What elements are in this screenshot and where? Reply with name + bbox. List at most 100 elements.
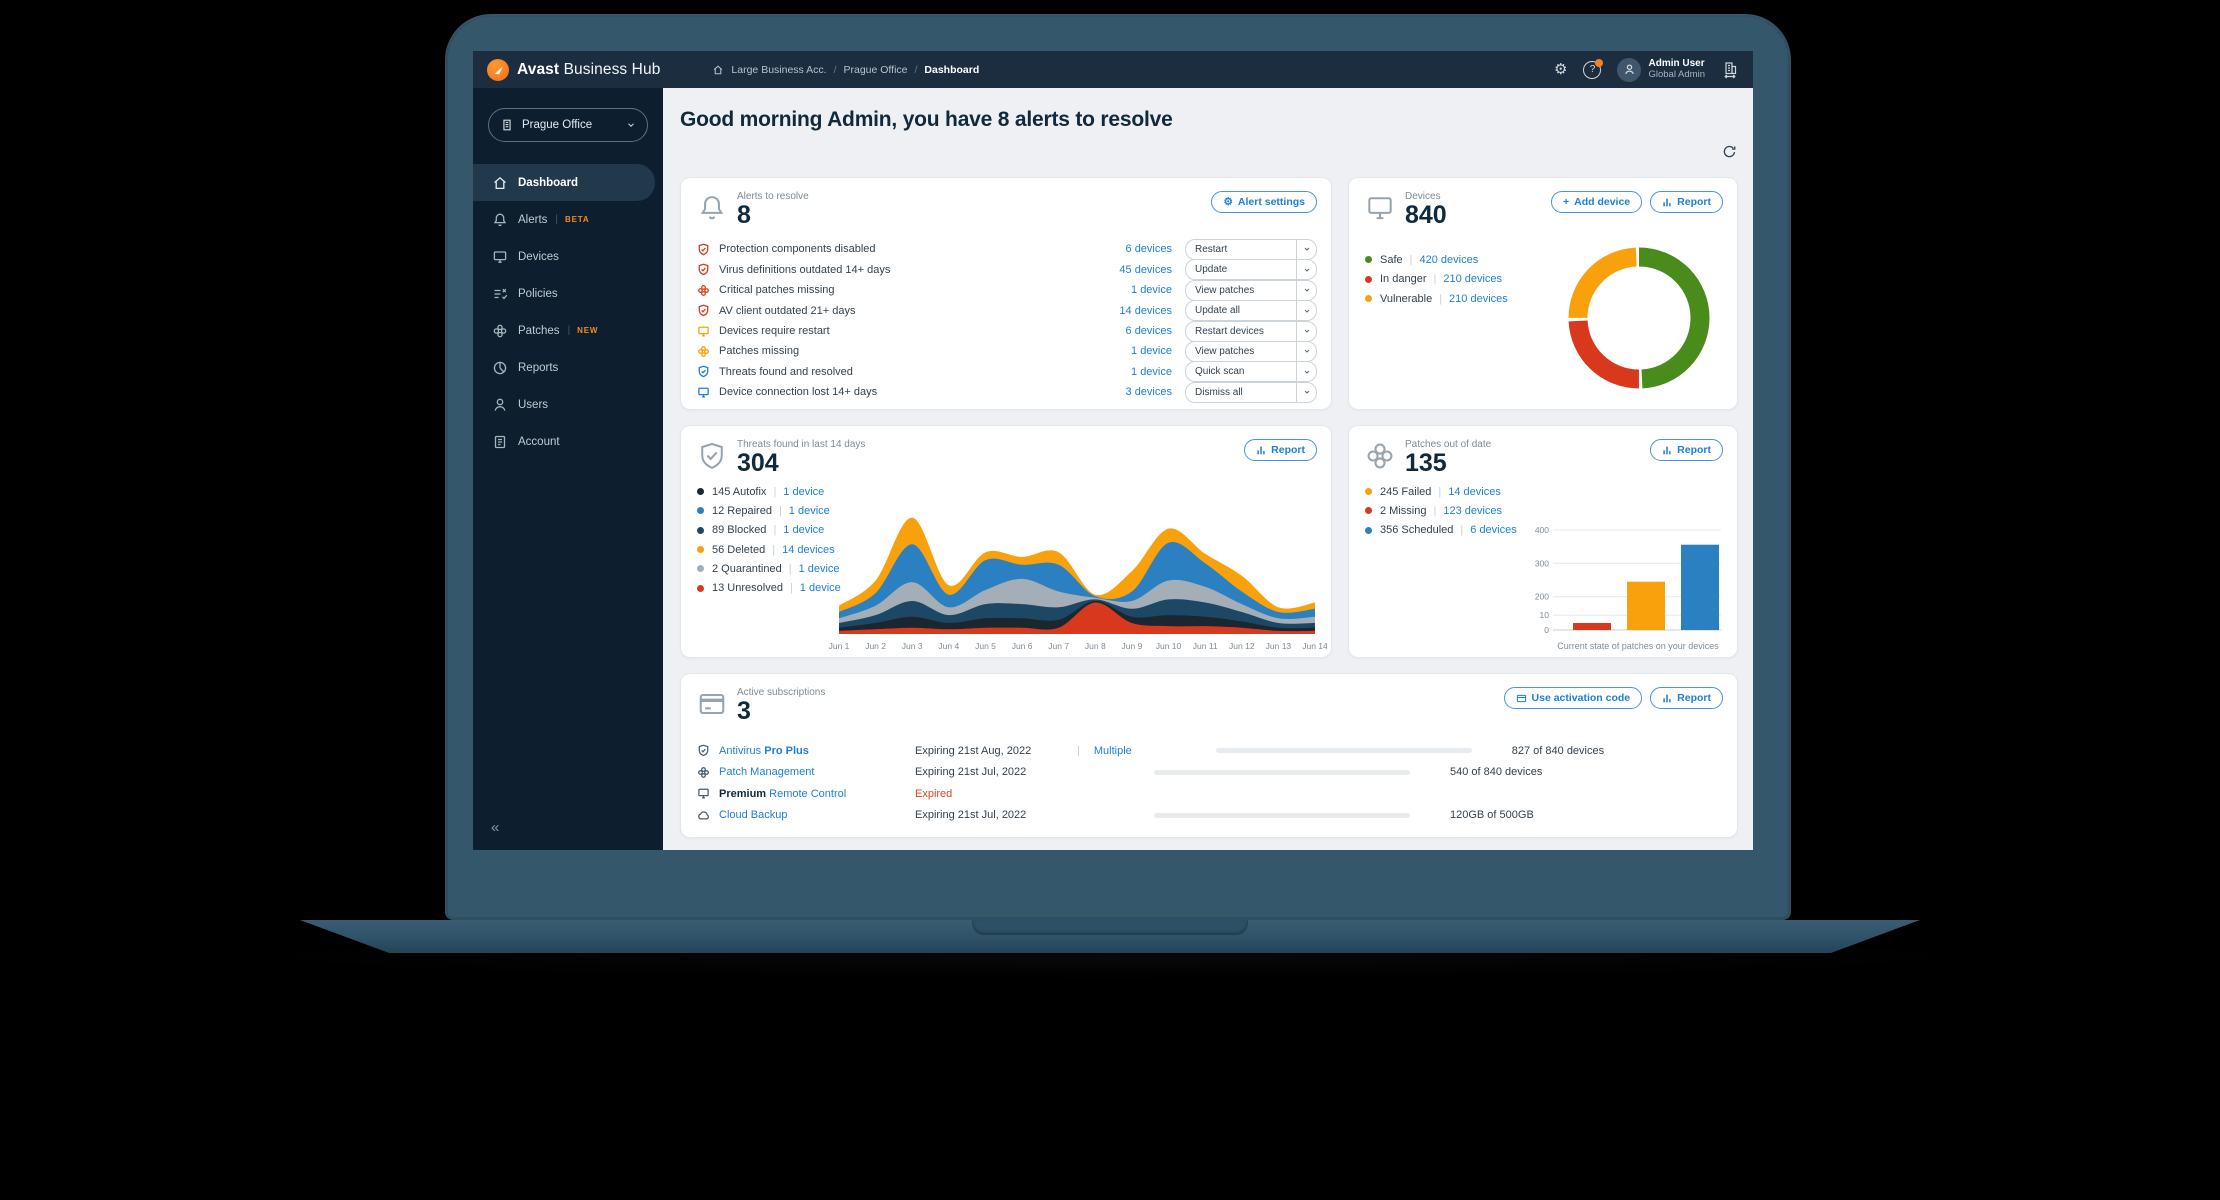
breadcrumb-item[interactable]: Prague Office <box>843 63 908 76</box>
help-icon[interactable]: ? <box>1583 58 1604 79</box>
monitor-icon <box>493 250 507 263</box>
alert-devices-link[interactable]: 1 device <box>1131 284 1172 297</box>
bar-chart-icon <box>1663 446 1671 455</box>
alert-devices-link[interactable]: 14 devices <box>1119 304 1172 317</box>
legend-separator: | <box>1077 744 1080 757</box>
sidebar-item[interactable]: Account | <box>473 423 663 460</box>
alert-devices-link[interactable]: 45 devices <box>1119 263 1172 276</box>
legend-dot <box>1365 275 1372 283</box>
subscription-name-link[interactable]: Premium Remote Control <box>719 787 847 800</box>
user-name: Admin User <box>1648 58 1705 70</box>
alerts-count: 8 <box>737 201 751 229</box>
policies-icon <box>494 288 508 299</box>
legend-devices-link[interactable]: 6 devices <box>1470 524 1517 537</box>
chevron-down-icon <box>1296 260 1316 280</box>
org-selector[interactable]: Prague Office <box>488 108 648 142</box>
alert-action-select[interactable]: Dismiss all <box>1185 381 1317 403</box>
home-icon[interactable] <box>712 64 724 76</box>
alert-devices-link[interactable]: 1 device <box>1131 345 1172 358</box>
building-icon <box>503 119 511 131</box>
legend-devices-link[interactable]: 123 devices <box>1443 504 1503 517</box>
alert-row: Devices require restart 6 devices Restar… <box>697 320 1317 342</box>
sidebar-item[interactable]: Patches | NEW <box>473 312 663 349</box>
subscription-name-link[interactable]: Cloud Backup <box>719 809 788 822</box>
alert-label: Critical patches missing <box>719 284 835 297</box>
subscription-card-icon <box>697 689 727 719</box>
legend-separator: | <box>773 485 777 498</box>
alert-action-select[interactable]: View patches <box>1185 279 1317 301</box>
legend-devices-link[interactable]: 1 device <box>799 582 841 595</box>
cloud-icon <box>698 811 709 820</box>
sidebar-collapse-button[interactable]: « <box>491 819 500 836</box>
subscriptions-report-button[interactable]: Report <box>1650 687 1723 709</box>
legend-separator: | <box>778 504 782 517</box>
sidebar-badge-wrap: | NEW <box>568 325 599 336</box>
alert-action-value: Restart devices <box>1195 325 1264 337</box>
sidebar-item[interactable]: Devices | <box>473 238 663 275</box>
legend-devices-link[interactable]: 210 devices <box>1443 273 1503 286</box>
patches-report-button[interactable]: Report <box>1650 439 1723 461</box>
refresh-icon[interactable] <box>1722 144 1737 159</box>
alert-action-select[interactable]: Quick scan <box>1185 361 1317 383</box>
legend-devices-link[interactable]: 210 devices <box>1449 292 1508 305</box>
devices-report-button[interactable]: Report <box>1650 191 1723 213</box>
legend-separator: | <box>789 582 793 595</box>
legend-row: 2 Missing | 123 devices <box>1365 501 1517 520</box>
legend-dot <box>1365 256 1372 264</box>
alert-action-select[interactable]: Update all <box>1185 300 1317 322</box>
subscription-row: Premium Remote Control Expired | <box>697 783 1721 805</box>
add-device-button[interactable]: + Add device <box>1550 191 1643 213</box>
user-profile[interactable]: Admin User Global Admin <box>1617 57 1705 82</box>
alert-devices-link[interactable]: 1 device <box>1131 365 1172 378</box>
devices-count: 840 <box>1405 201 1447 229</box>
legend-devices-link[interactable]: 14 devices <box>1448 485 1501 498</box>
alert-action-select[interactable]: Restart <box>1185 238 1317 260</box>
legend-devices-link[interactable]: 1 device <box>783 485 825 498</box>
alert-action-select[interactable]: View patches <box>1185 340 1317 362</box>
subscription-multiple-link[interactable]: Multiple <box>1093 744 1132 757</box>
threats-report-button[interactable]: Report <box>1244 439 1317 461</box>
threats-area-wrap: Jun 1 Jun 2 Jun 3 Jun 4 Jun 5 Jun 6 Jun 7 Jun 8… <box>827 510 1327 656</box>
breadcrumb-item[interactable]: Large Business Acc. <box>731 63 827 76</box>
subscription-name-link[interactable]: Antivirus Pro Plus <box>719 744 809 757</box>
devices-card-label: Devices <box>1405 191 1441 202</box>
alert-devices-link[interactable]: 6 devices <box>1125 243 1172 256</box>
legend-devices-link[interactable]: 420 devices <box>1419 253 1479 266</box>
sidebar-item[interactable]: Reports | <box>473 349 663 386</box>
chevron-down-icon <box>1296 239 1316 259</box>
patch-icon <box>698 766 709 778</box>
settings-gear-icon[interactable]: ⚙ <box>1554 61 1568 78</box>
svg-text:Jun 14: Jun 14 <box>1302 641 1327 651</box>
legend-separator: | <box>1439 292 1443 305</box>
legend-devices-link[interactable]: 1 device <box>798 562 840 575</box>
sidebar-item-label: Alerts <box>518 213 548 226</box>
alert-action-select[interactable]: Update <box>1185 259 1317 281</box>
alert-devices-link[interactable]: 3 devices <box>1125 386 1172 399</box>
legend-devices-link[interactable]: 1 device <box>783 524 825 537</box>
bar-chart-icon <box>1663 198 1671 207</box>
legend-label: 56 Deleted <box>712 543 766 556</box>
sidebar-item[interactable]: Policies | <box>473 275 663 312</box>
sidebar-item-label: Devices <box>518 250 559 263</box>
use-activation-code-button[interactable]: Use activation code <box>1503 687 1643 709</box>
legend-dot <box>697 488 704 496</box>
legend-row: 2 Quarantined | 1 device <box>697 559 841 578</box>
subscription-name-link[interactable]: Patch Management <box>719 766 815 779</box>
help-glyph: ? <box>1589 64 1596 75</box>
sidebar-item[interactable]: Users | <box>473 386 663 423</box>
svg-text:Current state of patches on yo: Current state of patches on your devices <box>1557 641 1719 651</box>
alert-action-value: View patches <box>1195 345 1255 357</box>
sidebar-item[interactable]: Dashboard | <box>473 164 655 201</box>
legend-devices-link[interactable]: 14 devices <box>782 543 835 556</box>
sidebar-badge: BETA <box>565 215 590 224</box>
legend-devices-link[interactable]: 1 device <box>788 504 830 517</box>
company-switcher-icon[interactable] <box>1721 61 1739 79</box>
alert-action-select[interactable]: Restart devices <box>1185 320 1317 342</box>
alert-settings-button[interactable]: ⚙ Alert settings <box>1211 191 1317 213</box>
alert-devices-link[interactable]: 6 devices <box>1125 325 1172 337</box>
card-icon <box>1516 694 1526 702</box>
sidebar-item[interactable]: Alerts | BETA <box>473 201 663 238</box>
devices-legend: Safe | 420 devices In danger | 210 devic… <box>1365 250 1508 309</box>
alerts-card: Alerts to resolve 8 ⚙ Alert settings <box>680 177 1332 410</box>
monitor-icon <box>698 387 709 398</box>
